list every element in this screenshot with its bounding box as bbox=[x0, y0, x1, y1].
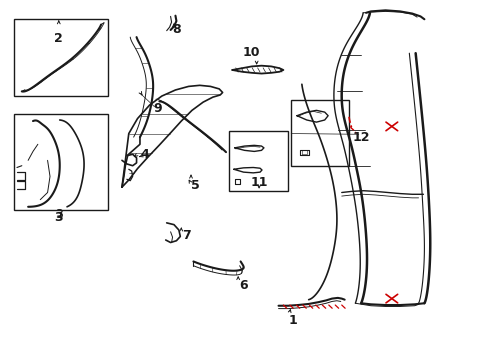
Text: 4: 4 bbox=[140, 148, 149, 162]
Text: 9: 9 bbox=[153, 102, 162, 115]
Bar bbox=[14, 19, 108, 96]
Bar bbox=[290, 100, 348, 166]
Text: 2: 2 bbox=[54, 32, 63, 45]
Text: 11: 11 bbox=[250, 176, 267, 189]
Text: 7: 7 bbox=[182, 229, 190, 242]
Text: 5: 5 bbox=[190, 179, 199, 192]
Bar bbox=[14, 114, 108, 210]
Text: 1: 1 bbox=[288, 314, 297, 327]
Text: 3: 3 bbox=[54, 211, 63, 224]
Bar bbox=[228, 131, 287, 192]
Text: 12: 12 bbox=[352, 131, 369, 144]
Text: 8: 8 bbox=[172, 23, 181, 36]
Text: 3: 3 bbox=[55, 208, 62, 221]
Text: 10: 10 bbox=[243, 46, 260, 59]
Text: 6: 6 bbox=[239, 279, 247, 292]
